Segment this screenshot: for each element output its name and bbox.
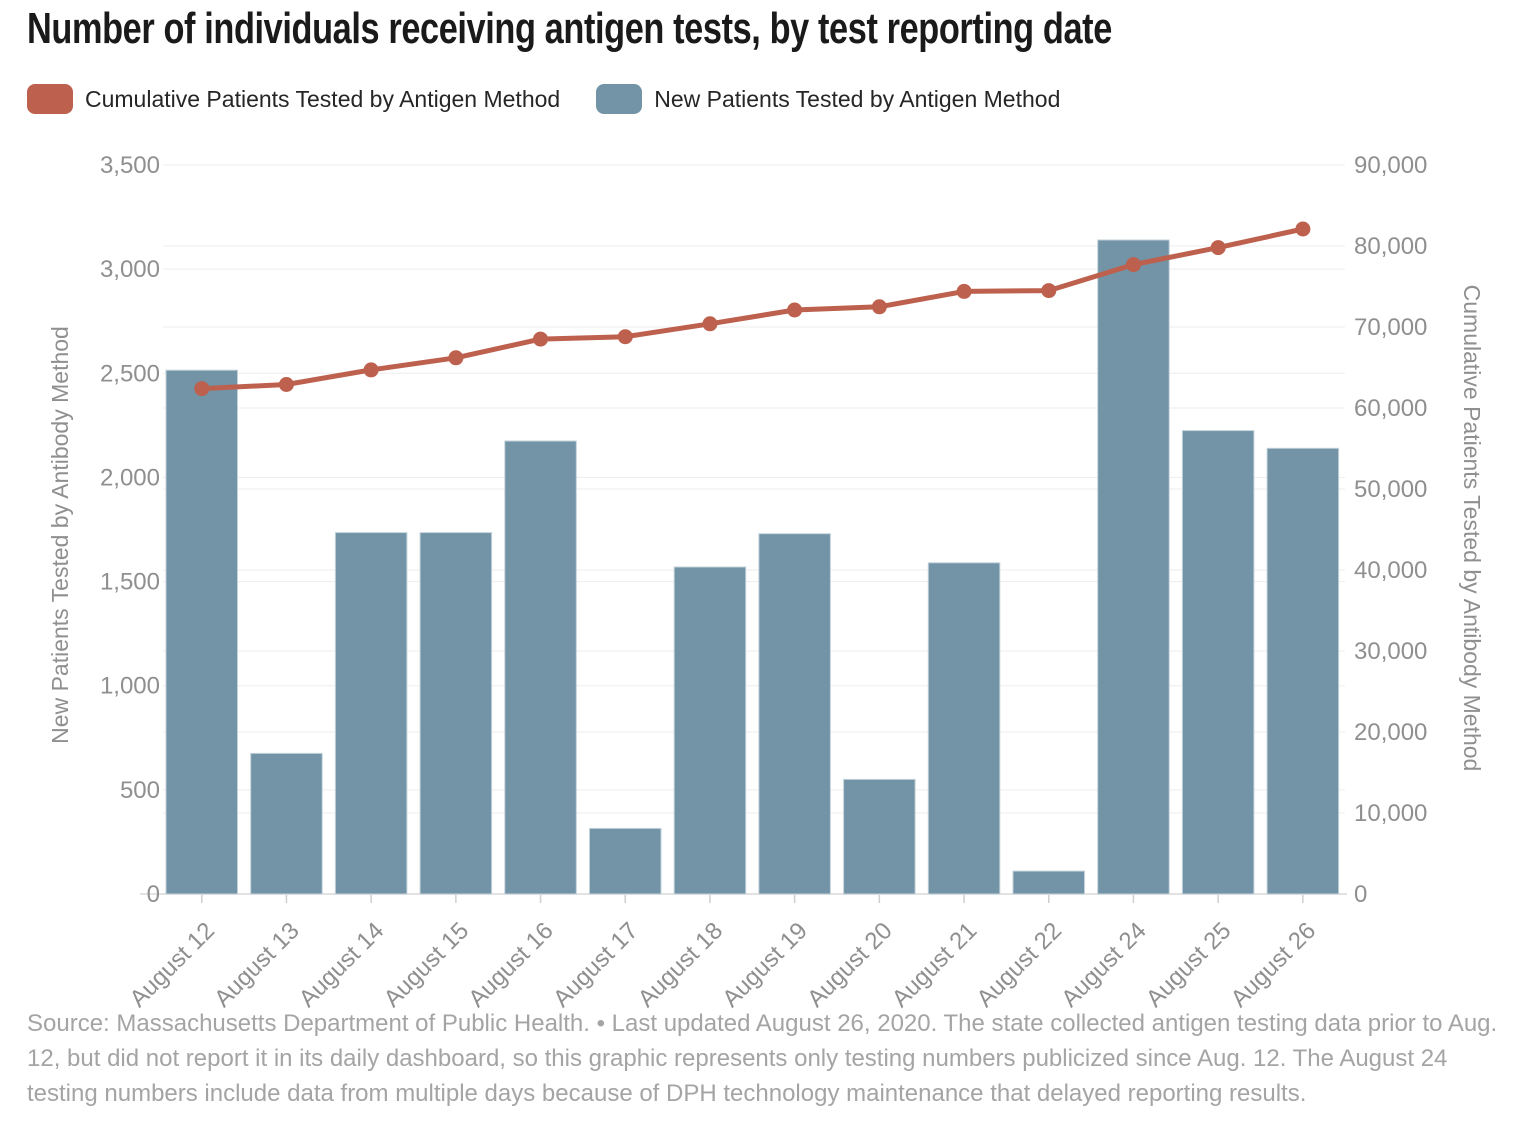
y-tick-label-left: 500: [120, 777, 160, 804]
cumulative-line: [199, 226, 1306, 392]
x-tick-label-august-25: August 25: [1141, 917, 1237, 1010]
point-august-15[interactable]: [448, 350, 464, 366]
point-august-21[interactable]: [956, 283, 972, 299]
bar-august-24[interactable]: [1097, 239, 1170, 895]
x-tick-label-august-14: August 14: [294, 917, 390, 1010]
point-august-17[interactable]: [617, 329, 633, 345]
x-tick-label-august-13: August 13: [209, 917, 305, 1010]
bar-august-16[interactable]: [504, 440, 577, 895]
x-tick-label-august-12: August 12: [125, 917, 221, 1010]
x-tick-label-august-24: August 24: [1056, 917, 1152, 1010]
bar-august-22[interactable]: [1012, 870, 1085, 895]
x-tick-label-august-20: August 20: [802, 917, 898, 1010]
y-tick-label-left: 1,500: [100, 569, 160, 596]
bar-august-14[interactable]: [334, 532, 408, 895]
legend-label-cumulative: Cumulative Patients Tested by Antigen Me…: [85, 85, 561, 112]
y-tick-label-right: 70,000: [1354, 314, 1427, 341]
legend-swatch-new-icon: [596, 84, 643, 114]
y-tick-label-left: 3,500: [100, 152, 160, 179]
bar-august-17[interactable]: [589, 827, 662, 895]
x-tick-label-august-26: August 26: [1226, 917, 1322, 1010]
x-tick-label-august-22: August 22: [972, 917, 1068, 1010]
point-august-14[interactable]: [363, 362, 379, 378]
right-axis-title: Cumulative Patients Tested by Antibody M…: [1459, 285, 1485, 772]
point-august-12[interactable]: [194, 381, 210, 397]
y-tick-label-left: 1,000: [100, 673, 160, 700]
bar-august-20[interactable]: [843, 778, 916, 895]
point-august-19[interactable]: [787, 302, 803, 318]
bar-august-25[interactable]: [1181, 430, 1255, 895]
legend-label-new: New Patients Tested by Antigen Method: [654, 85, 1061, 112]
y-tick-label-left: 2,500: [100, 360, 160, 387]
y-tick-label-right: 20,000: [1354, 719, 1427, 746]
y-tick-label-right: 80,000: [1354, 233, 1427, 260]
point-august-26[interactable]: [1295, 221, 1311, 237]
legend: Cumulative Patients Tested by Antigen Me…: [27, 84, 1060, 114]
y-tick-label-left: 2,000: [100, 464, 160, 491]
point-august-22[interactable]: [1041, 283, 1057, 299]
y-tick-label-right: 60,000: [1354, 395, 1427, 422]
x-tick-label-august-21: August 21: [887, 917, 983, 1010]
point-august-16[interactable]: [533, 331, 548, 347]
y-tick-label-right: 30,000: [1354, 638, 1427, 665]
x-tick-label-august-15: August 15: [379, 917, 475, 1010]
bar-august-21[interactable]: [927, 562, 1001, 895]
legend-swatch-cumulative-icon: [27, 84, 73, 114]
y-tick-label-right: 0: [1354, 881, 1367, 908]
bar-august-18[interactable]: [673, 566, 747, 895]
left-axis-title: New Patients Tested by Antibody Method: [47, 326, 73, 744]
legend-item-cumulative: Cumulative Patients Tested by Antigen Me…: [27, 84, 560, 114]
point-august-13[interactable]: [278, 377, 294, 392]
y-tick-label-right: 50,000: [1354, 476, 1427, 503]
y-tick-label-right: 40,000: [1354, 557, 1427, 584]
point-august-18[interactable]: [702, 316, 718, 332]
point-august-25[interactable]: [1210, 240, 1226, 256]
x-tick-label-august-16: August 16: [463, 917, 559, 1010]
bar-august-19[interactable]: [758, 533, 831, 895]
bar-august-15[interactable]: [419, 532, 493, 895]
bar-august-12[interactable]: [165, 369, 238, 895]
footer-note: Source: Massachusetts Department of Publ…: [27, 1010, 1498, 1107]
bar-august-26[interactable]: [1266, 447, 1340, 895]
legend-item-new: New Patients Tested by Antigen Method: [596, 84, 1060, 114]
y-tick-label-left: 3,000: [100, 256, 160, 283]
y-tick-label-right: 90,000: [1354, 152, 1427, 179]
point-august-24[interactable]: [1126, 257, 1141, 273]
x-tick-label-august-17: August 17: [548, 917, 644, 1010]
chart-title: Number of individuals receiving antigen …: [27, 4, 1112, 53]
point-august-20[interactable]: [871, 299, 887, 315]
x-tick-label-august-19: August 19: [717, 917, 813, 1010]
y-tick-label-left: 0: [147, 881, 160, 908]
bar-august-13[interactable]: [250, 752, 323, 895]
y-tick-label-right: 10,000: [1354, 800, 1427, 827]
x-tick-label-august-18: August 18: [633, 917, 729, 1010]
